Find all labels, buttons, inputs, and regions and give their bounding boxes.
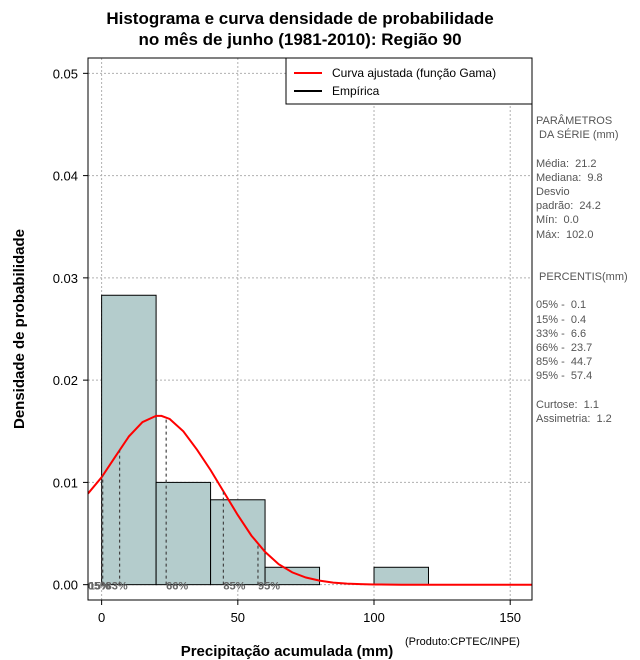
histogram-bar: [101, 294, 157, 586]
percentile-label: 15%: [89, 581, 111, 593]
stat-line: Máx: 102.0: [536, 228, 594, 241]
axes-layer: 0 50 100 150 0.00 0.01 0.02 0.03 0.04 0.05 Precipi…: [11, 57, 533, 660]
y-tick-label: 0.02: [53, 373, 78, 388]
y-tick-label: 0.00: [53, 578, 78, 593]
histogram-bar: [373, 566, 429, 586]
legend: Curva ajustada (função Gama) Empírica: [285, 57, 533, 105]
y-axis-label: Densidade de probabilidade: [11, 229, 28, 429]
stat-line: Curtose: 1.1: [536, 398, 599, 411]
stat-line: 15% - 0.4: [536, 313, 587, 326]
statistics-panel: PARÂMETROS DA SÉRIE (mm) Média: 21.2 Media…: [536, 114, 640, 426]
stat-line: [536, 284, 640, 298]
histogram-bar: [264, 566, 321, 586]
stat-line: 85% - 44.7: [536, 356, 593, 369]
stat-line: Média: 21.2: [536, 157, 597, 170]
stat-line: PERCENTIS(mm): [536, 271, 628, 284]
stat-line: Assimetria: 1.2: [536, 412, 612, 425]
y-tick-label: 0.04: [53, 169, 78, 184]
stat-line: Mediana: 9.8: [536, 171, 603, 184]
y-tick-label: 0.01: [53, 475, 78, 490]
y-tick-label: 0.03: [53, 271, 78, 286]
chart-title: Histograma e curva densidade de probabil…: [0, 8, 600, 50]
stat-line: Desvio: [536, 185, 570, 198]
stat-line: [536, 142, 640, 156]
stat-line: 95% - 57.4: [536, 370, 593, 383]
x-tick-label: 150: [499, 610, 521, 625]
stat-line: 05% - 0.1: [536, 299, 587, 312]
fitted-curve-line: [88, 414, 532, 586]
percentile-label: 95%: [258, 581, 280, 593]
x-tick-label: 100: [363, 610, 385, 625]
stat-line: DA SÉRIE (mm): [536, 129, 619, 142]
percentile-layer: 05%15%33% 66% 85% 95%: [88, 417, 280, 593]
stat-line: [536, 256, 640, 270]
x-tick-label: 50: [231, 610, 245, 625]
histogram-bar: [155, 481, 212, 586]
percentile-label: 05%: [88, 581, 110, 593]
bars-layer: [101, 294, 429, 586]
percentile-label: 85%: [223, 581, 245, 593]
legend-label: Curva ajustada (função Gama): [332, 66, 496, 80]
stat-line: 33% - 6.6: [536, 327, 587, 340]
x-tick-label: 0: [98, 610, 105, 625]
stat-line: [536, 384, 640, 398]
percentile-label: 66%: [166, 581, 188, 593]
stat-line: Mín: 0.0: [536, 214, 579, 227]
percentile-label: 33%: [106, 581, 128, 593]
legend-label: Empírica: [332, 84, 380, 98]
curve-layer: [88, 414, 532, 586]
y-tick-label: 0.05: [53, 66, 78, 81]
x-axis-label: Precipitação acumulada (mm): [181, 643, 394, 660]
chart-title-line-2: no mês de junho (1981-2010): Região 90: [138, 30, 462, 49]
legend-box: [285, 57, 533, 105]
chart-title-line-1: Histograma e curva densidade de probabil…: [106, 9, 494, 28]
stat-line: 66% - 23.7: [536, 342, 593, 354]
stat-line: PARÂMETROS: [536, 115, 613, 127]
stat-line: [536, 242, 640, 256]
stat-line: padrão: 24.2: [536, 200, 601, 213]
credit-text: (Produto:CPTEC/INPE): [405, 636, 520, 648]
